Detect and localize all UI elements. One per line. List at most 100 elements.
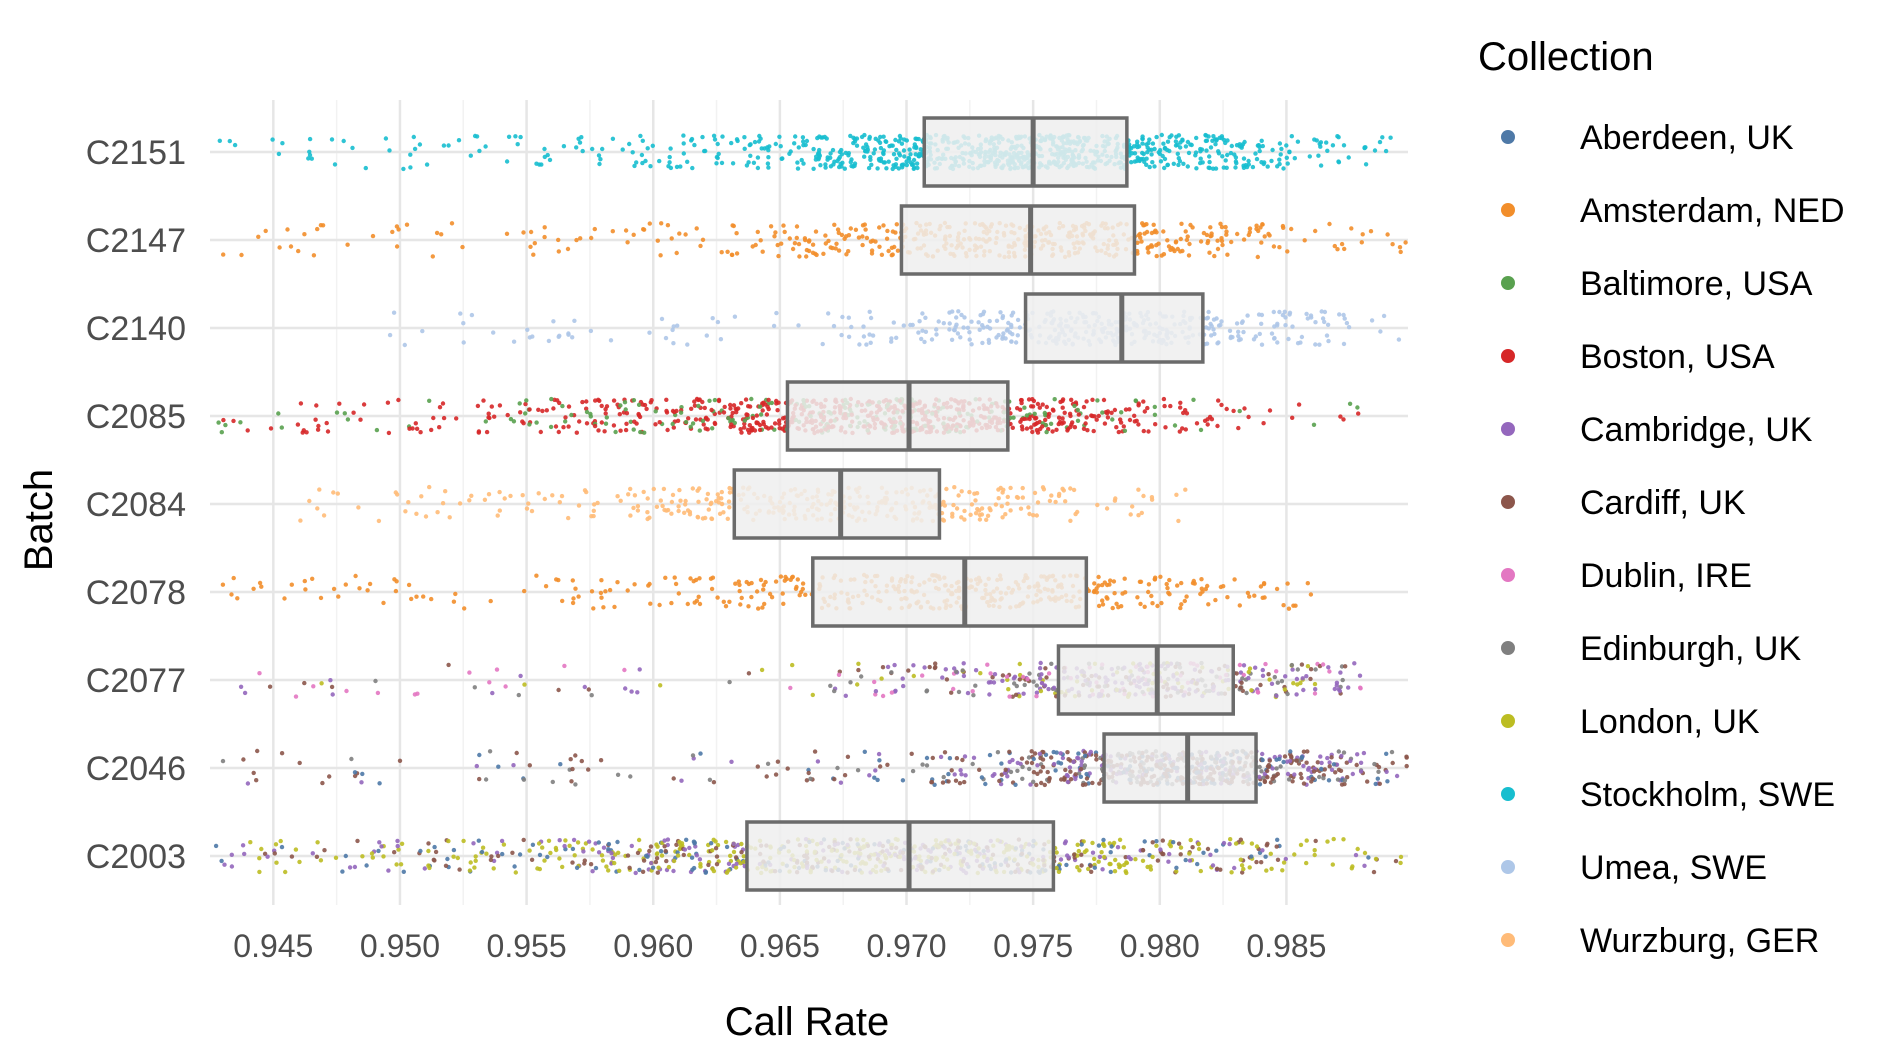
data-point — [584, 489, 589, 495]
data-point — [1076, 751, 1081, 756]
data-point — [1167, 577, 1172, 583]
data-point — [717, 511, 723, 516]
data-point — [576, 594, 581, 599]
data-point — [599, 403, 604, 409]
data-point — [947, 310, 952, 315]
data-point — [1207, 159, 1212, 165]
data-point — [544, 408, 549, 413]
data-point — [1338, 414, 1343, 419]
data-point — [502, 496, 507, 501]
data-point — [1265, 775, 1270, 780]
data-point — [1026, 755, 1032, 760]
data-point — [1198, 156, 1203, 161]
data-point — [1183, 144, 1189, 149]
data-point — [627, 141, 632, 147]
data-point — [1357, 673, 1363, 678]
data-point — [1257, 774, 1262, 780]
data-point — [736, 579, 741, 584]
data-point — [1319, 760, 1324, 766]
data-point — [330, 692, 335, 697]
data-point — [381, 600, 386, 606]
data-point — [789, 575, 795, 580]
data-point — [1305, 316, 1311, 321]
data-point — [1169, 133, 1174, 138]
data-point — [940, 517, 945, 522]
data-point — [1139, 510, 1145, 516]
data-point — [1213, 597, 1218, 603]
data-point — [358, 417, 363, 422]
data-point — [922, 339, 927, 345]
data-point — [1259, 769, 1264, 774]
data-point — [1027, 671, 1032, 676]
data-point — [645, 516, 650, 522]
data-point — [1077, 868, 1082, 873]
data-point — [840, 314, 845, 320]
data-point — [1046, 686, 1051, 692]
data-point — [800, 586, 805, 592]
data-point — [681, 133, 686, 138]
data-point — [1383, 148, 1389, 154]
data-point — [1358, 760, 1364, 765]
data-point — [773, 141, 778, 147]
data-point — [875, 166, 880, 171]
data-point — [336, 594, 341, 599]
data-point — [1150, 601, 1155, 606]
data-point — [1236, 333, 1241, 339]
data-point — [1299, 775, 1304, 781]
data-point — [1132, 159, 1138, 164]
data-point — [721, 510, 726, 515]
data-point — [1081, 426, 1087, 431]
data-point — [731, 403, 737, 408]
data-point — [702, 405, 707, 411]
data-point — [549, 396, 554, 402]
data-point — [1325, 755, 1330, 761]
data-point — [1108, 869, 1114, 875]
data-point — [553, 424, 559, 429]
data-point — [761, 419, 766, 425]
data-point — [728, 406, 733, 411]
data-point — [522, 682, 527, 687]
data-point — [227, 138, 232, 144]
data-point — [242, 851, 247, 857]
data-point — [396, 227, 401, 232]
data-point — [593, 398, 598, 403]
data-point — [852, 161, 858, 166]
data-point — [1043, 417, 1048, 423]
data-point — [849, 157, 854, 162]
data-point — [681, 141, 686, 146]
data-point — [696, 594, 701, 599]
data-point — [844, 252, 849, 257]
data-point — [704, 497, 709, 502]
data-point — [876, 156, 882, 162]
data-point — [1207, 154, 1212, 159]
data-point — [1324, 140, 1329, 145]
data-point — [546, 338, 552, 344]
data-point — [620, 147, 625, 152]
data-point — [219, 430, 224, 435]
data-point — [1154, 253, 1159, 259]
data-point — [951, 502, 956, 508]
data-point — [1360, 232, 1365, 237]
data-point — [1219, 236, 1224, 241]
data-point — [494, 667, 500, 672]
data-point — [429, 596, 434, 602]
data-point — [832, 777, 837, 782]
data-point — [1267, 408, 1273, 413]
data-point — [625, 588, 630, 593]
data-point — [615, 580, 620, 585]
data-point — [823, 162, 828, 167]
data-point — [1165, 139, 1171, 144]
data-point — [1181, 161, 1186, 166]
data-point — [961, 661, 966, 666]
data-point — [1076, 771, 1082, 776]
data-point — [1021, 691, 1026, 696]
data-point — [1290, 324, 1295, 329]
data-point — [712, 397, 718, 403]
data-point — [710, 316, 715, 321]
data-point — [1254, 156, 1260, 162]
data-point — [743, 397, 749, 402]
data-point — [542, 225, 547, 230]
data-point — [1398, 249, 1403, 255]
data-point — [1044, 404, 1050, 410]
data-point — [1010, 425, 1015, 430]
